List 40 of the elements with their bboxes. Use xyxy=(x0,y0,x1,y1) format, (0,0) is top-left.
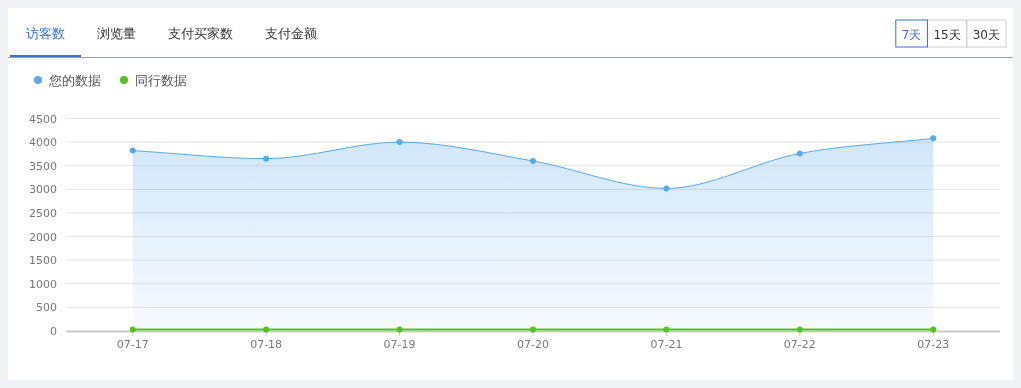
y-tick-label: 1000 xyxy=(29,277,57,291)
y-tick-label: 4000 xyxy=(29,136,57,150)
text: 浏览量 xyxy=(97,26,136,41)
point xyxy=(663,326,670,333)
legend-label: 同行数据 xyxy=(135,73,187,88)
text: 支付金额 xyxy=(265,26,317,41)
point xyxy=(930,326,937,333)
point xyxy=(663,185,670,192)
x-tick-label: 07-19 xyxy=(383,338,416,351)
y-tick-label: 0 xyxy=(50,325,57,338)
y-tick-label: 1500 xyxy=(29,254,57,268)
point xyxy=(796,326,803,333)
point xyxy=(796,150,803,157)
x-tick-label: 07-18 xyxy=(250,338,283,351)
y-tick-label: 3500 xyxy=(29,159,57,173)
legend-label: 您的数据 xyxy=(48,73,101,88)
y-tick-label: 500 xyxy=(36,301,57,315)
y-tick-label: 4500 xyxy=(29,112,57,126)
text: 支付买家数 xyxy=(168,26,233,41)
x-tick-label: 07-17 xyxy=(116,338,149,351)
point xyxy=(396,139,403,146)
y-tick-label: 2500 xyxy=(29,206,57,220)
point xyxy=(129,326,136,333)
point xyxy=(263,155,270,162)
x-tick-label: 07-23 xyxy=(917,338,950,351)
text: 15天 xyxy=(933,28,961,42)
y-tick-label: 3000 xyxy=(29,183,57,197)
text: 7天 xyxy=(901,28,922,42)
point xyxy=(930,135,937,142)
x-tick-label: 07-21 xyxy=(650,338,683,351)
point xyxy=(396,326,403,333)
point xyxy=(129,147,136,154)
y-tick-label: 2000 xyxy=(29,230,57,244)
point xyxy=(530,158,536,164)
x-tick-label: 07-20 xyxy=(517,338,549,351)
text: 访客数 xyxy=(26,26,65,41)
text: 30天 xyxy=(972,28,1000,42)
point xyxy=(530,326,536,333)
x-tick-label: 07-22 xyxy=(783,338,816,351)
point xyxy=(263,326,270,333)
